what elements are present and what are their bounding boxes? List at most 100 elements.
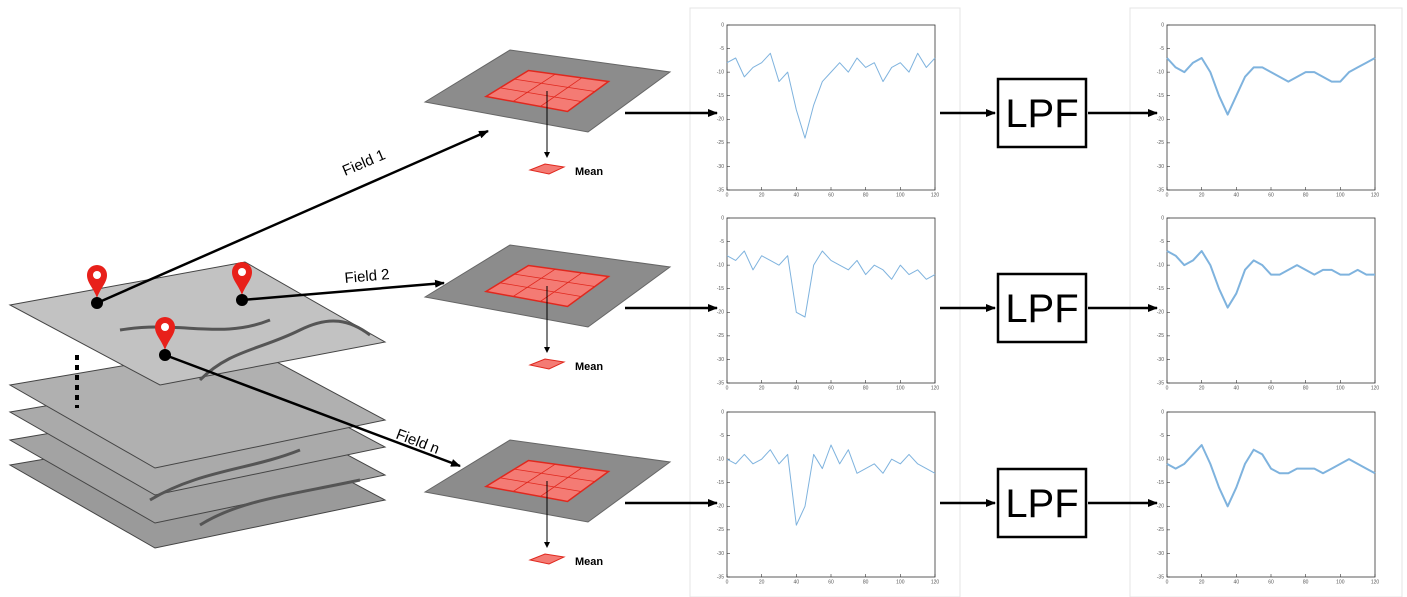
x-tick-label: 120 bbox=[931, 192, 940, 198]
field-arrow bbox=[97, 131, 488, 303]
x-tick-label: 20 bbox=[759, 192, 765, 198]
y-tick-label: -10 bbox=[717, 456, 724, 462]
y-tick-label: -35 bbox=[717, 574, 724, 580]
lpf-label: LPF bbox=[1005, 92, 1078, 136]
x-tick-label: 100 bbox=[1336, 192, 1345, 198]
mean-label: Mean bbox=[575, 556, 603, 568]
y-tick-label: -30 bbox=[1157, 551, 1164, 557]
pin-hole bbox=[93, 271, 101, 279]
y-tick-label: -35 bbox=[717, 380, 724, 386]
x-tick-label: 0 bbox=[1166, 192, 1169, 198]
x-tick-label: 40 bbox=[794, 192, 800, 198]
x-tick-label: 40 bbox=[794, 385, 800, 391]
y-tick-label: -25 bbox=[717, 140, 724, 146]
pin-hole bbox=[161, 323, 169, 331]
x-tick-label: 60 bbox=[828, 385, 834, 391]
y-tick-label: -15 bbox=[1157, 286, 1164, 292]
y-tick-label: -5 bbox=[720, 46, 725, 52]
y-tick-label: -25 bbox=[1157, 140, 1164, 146]
y-tick-label: -5 bbox=[1160, 46, 1165, 52]
x-tick-label: 20 bbox=[1199, 385, 1205, 391]
filtered-panel bbox=[1130, 8, 1402, 597]
x-tick-label: 60 bbox=[828, 192, 834, 198]
x-tick-label: 60 bbox=[828, 579, 834, 585]
y-tick-label: -35 bbox=[717, 187, 724, 193]
x-tick-label: 20 bbox=[1199, 192, 1205, 198]
x-tick-label: 80 bbox=[1303, 385, 1309, 391]
x-tick-label: 20 bbox=[1199, 579, 1205, 585]
x-tick-label: 0 bbox=[726, 192, 729, 198]
field-label: Field 1 bbox=[340, 146, 388, 179]
y-tick-label: -25 bbox=[1157, 527, 1164, 533]
y-tick-label: -10 bbox=[717, 262, 724, 268]
y-tick-label: -30 bbox=[717, 551, 724, 557]
y-tick-label: -35 bbox=[1157, 574, 1164, 580]
y-tick-label: 0 bbox=[1161, 409, 1164, 415]
x-tick-label: 120 bbox=[1371, 385, 1380, 391]
x-tick-label: 40 bbox=[1234, 385, 1240, 391]
y-tick-label: -25 bbox=[717, 333, 724, 339]
y-tick-label: -20 bbox=[717, 117, 724, 123]
y-tick-label: -15 bbox=[717, 286, 724, 292]
x-tick-label: 40 bbox=[1234, 579, 1240, 585]
lpf-label: LPF bbox=[1005, 482, 1078, 526]
x-tick-label: 0 bbox=[1166, 579, 1169, 585]
y-tick-label: -10 bbox=[1157, 262, 1164, 268]
x-tick-label: 60 bbox=[1268, 385, 1274, 391]
x-tick-label: 100 bbox=[896, 192, 905, 198]
y-tick-label: -10 bbox=[1157, 456, 1164, 462]
y-tick-label: -5 bbox=[1160, 239, 1165, 245]
x-tick-label: 0 bbox=[726, 579, 729, 585]
y-tick-label: -15 bbox=[717, 93, 724, 99]
x-tick-label: 120 bbox=[931, 385, 940, 391]
y-tick-label: -5 bbox=[720, 433, 725, 439]
x-tick-label: 80 bbox=[863, 385, 869, 391]
y-tick-label: -20 bbox=[717, 504, 724, 510]
lpf-label: LPF bbox=[1005, 287, 1078, 331]
y-tick-label: -25 bbox=[1157, 333, 1164, 339]
x-tick-label: 20 bbox=[759, 385, 765, 391]
y-tick-label: -5 bbox=[720, 239, 725, 245]
mean-label: Mean bbox=[575, 361, 603, 373]
y-tick-label: 0 bbox=[1161, 22, 1164, 28]
x-tick-label: 40 bbox=[794, 579, 800, 585]
y-tick-label: -30 bbox=[1157, 357, 1164, 363]
y-tick-label: -30 bbox=[717, 164, 724, 170]
x-tick-label: 80 bbox=[1303, 579, 1309, 585]
x-tick-label: 0 bbox=[726, 385, 729, 391]
x-tick-label: 80 bbox=[863, 579, 869, 585]
y-tick-label: -35 bbox=[1157, 380, 1164, 386]
x-tick-label: 40 bbox=[1234, 192, 1240, 198]
mean-pixel bbox=[530, 164, 564, 174]
raw-panel bbox=[690, 8, 960, 597]
y-tick-label: -5 bbox=[1160, 433, 1165, 439]
mean-pixel bbox=[530, 554, 564, 564]
pin-hole bbox=[238, 268, 246, 276]
x-tick-label: 80 bbox=[863, 192, 869, 198]
x-tick-label: 120 bbox=[931, 579, 940, 585]
y-tick-label: -20 bbox=[717, 310, 724, 316]
y-tick-label: -25 bbox=[717, 527, 724, 533]
y-tick-label: -15 bbox=[717, 480, 724, 486]
x-tick-label: 120 bbox=[1371, 192, 1380, 198]
field-label: Field 2 bbox=[344, 266, 390, 287]
map-stack bbox=[10, 262, 385, 548]
y-tick-label: -20 bbox=[1157, 310, 1164, 316]
x-tick-label: 100 bbox=[1336, 385, 1345, 391]
y-tick-label: -15 bbox=[1157, 480, 1164, 486]
x-tick-label: 20 bbox=[759, 579, 765, 585]
x-tick-label: 0 bbox=[1166, 385, 1169, 391]
y-tick-label: 0 bbox=[721, 215, 724, 221]
y-tick-label: -35 bbox=[1157, 187, 1164, 193]
y-tick-label: -20 bbox=[1157, 117, 1164, 123]
y-tick-label: -30 bbox=[717, 357, 724, 363]
x-tick-label: 100 bbox=[896, 385, 905, 391]
x-tick-label: 100 bbox=[1336, 579, 1345, 585]
y-tick-label: -10 bbox=[717, 69, 724, 75]
y-tick-label: -20 bbox=[1157, 504, 1164, 510]
y-tick-label: 0 bbox=[721, 409, 724, 415]
mean-pixel bbox=[530, 359, 564, 369]
field-label: Field n bbox=[394, 426, 442, 458]
x-tick-label: 60 bbox=[1268, 579, 1274, 585]
y-tick-label: -30 bbox=[1157, 164, 1164, 170]
